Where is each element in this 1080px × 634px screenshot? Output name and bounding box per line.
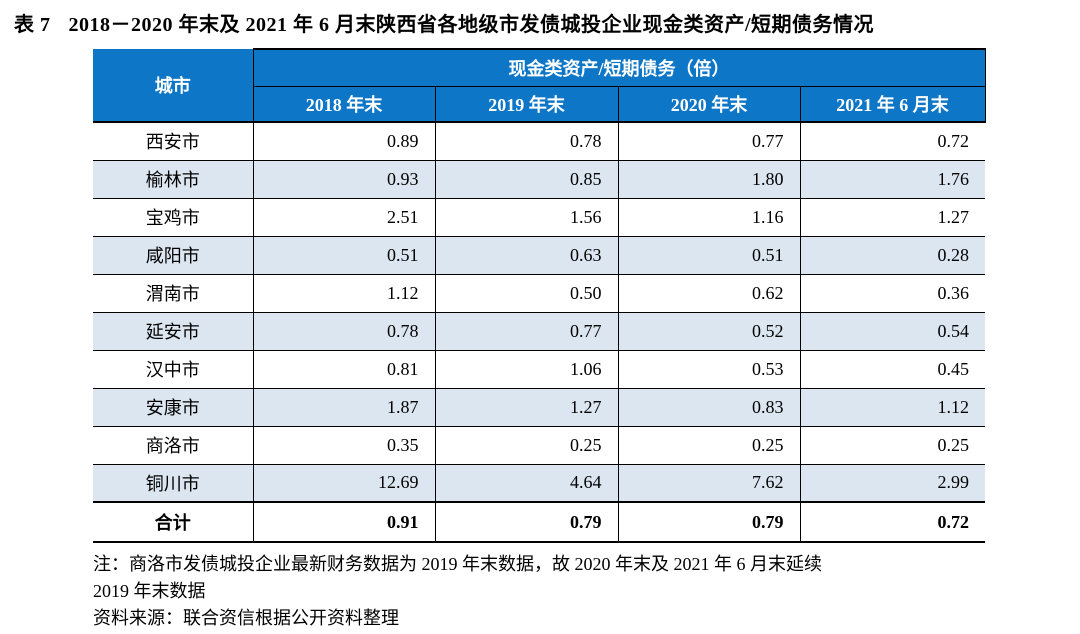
value-cell: 1.56 [435, 198, 619, 237]
value-cell: 0.36 [800, 274, 985, 313]
value-cell: 0.85 [435, 160, 619, 199]
value-cell: 0.72 [800, 122, 985, 161]
total-row: 合计 0.91 0.79 0.79 0.72 [93, 501, 985, 543]
table-footnotes: 注：商洛市发债城投企业最新财务数据为 2019 年末数据，故 2020 年末及 … [93, 551, 993, 632]
value-cell: 0.25 [435, 426, 619, 465]
total-value-cell: 0.79 [435, 501, 619, 543]
city-cell: 宝鸡市 [93, 198, 254, 237]
value-cell: 1.27 [435, 388, 619, 427]
value-cell: 0.51 [253, 236, 436, 275]
note-line-1: 注：商洛市发债城投企业最新财务数据为 2019 年末数据，故 2020 年末及 … [93, 554, 822, 574]
group-header-cell: 现金类资产/短期债务（倍） [253, 48, 986, 87]
data-table-container: 城市 现金类资产/短期债务（倍） 2018 年末 2019 年末 2020 年末… [93, 48, 986, 543]
value-cell: 0.78 [253, 312, 436, 351]
city-cell: 榆林市 [93, 160, 254, 199]
total-value-cell: 0.91 [253, 501, 436, 543]
table-row: 渭南市 1.12 0.50 0.62 0.36 [93, 274, 985, 313]
source-line: 资料来源：联合资信根据公开资料整理 [93, 608, 399, 628]
value-cell: 1.87 [253, 388, 436, 427]
value-cell: 0.35 [253, 426, 436, 465]
value-cell: 0.50 [435, 274, 619, 313]
value-cell: 2.51 [253, 198, 436, 237]
value-cell: 0.53 [618, 350, 801, 389]
corner-header-cell: 城市 [93, 49, 254, 123]
value-cell: 0.25 [618, 426, 801, 465]
city-cell: 渭南市 [93, 274, 254, 313]
value-cell: 0.78 [435, 122, 619, 161]
value-cell: 1.16 [618, 198, 801, 237]
value-cell: 0.62 [618, 274, 801, 313]
value-cell: 1.80 [618, 160, 801, 199]
city-cell: 西安市 [93, 122, 254, 161]
header-row-group: 城市 现金类资产/短期债务（倍） [93, 48, 986, 123]
value-cell: 0.52 [618, 312, 801, 351]
total-value-cell: 0.79 [618, 501, 801, 543]
value-cell: 0.54 [800, 312, 985, 351]
table-row: 咸阳市 0.51 0.63 0.51 0.28 [93, 236, 985, 275]
city-cell: 汉中市 [93, 350, 254, 389]
value-cell: 1.12 [253, 274, 436, 313]
value-cell: 0.93 [253, 160, 436, 199]
table-row: 榆林市 0.93 0.85 1.80 1.76 [93, 160, 985, 199]
note-line-2: 2019 年末数据 [93, 581, 206, 601]
city-cell: 咸阳市 [93, 236, 254, 275]
value-cell: 0.77 [618, 122, 801, 161]
value-cell: 12.69 [253, 464, 436, 503]
value-cell: 1.12 [800, 388, 985, 427]
value-cell: 7.62 [618, 464, 801, 503]
table-row: 安康市 1.87 1.27 0.83 1.12 [93, 388, 985, 427]
value-cell: 0.77 [435, 312, 619, 351]
value-cell: 1.06 [435, 350, 619, 389]
value-cell: 0.81 [253, 350, 436, 389]
value-cell: 0.25 [800, 426, 985, 465]
table-row: 西安市 0.89 0.78 0.77 0.72 [93, 122, 985, 161]
table-row: 铜川市 12.69 4.64 7.62 2.99 [93, 464, 985, 503]
city-cell: 安康市 [93, 388, 254, 427]
data-table: 城市 现金类资产/短期债务（倍） 2018 年末 2019 年末 2020 年末… [93, 48, 986, 543]
city-cell: 延安市 [93, 312, 254, 351]
total-value-cell: 0.72 [800, 501, 985, 543]
value-cell: 0.89 [253, 122, 436, 161]
city-cell: 铜川市 [93, 464, 254, 503]
value-cell: 0.45 [800, 350, 985, 389]
column-header-2020: 2020 年末 [618, 86, 801, 123]
value-cell: 0.51 [618, 236, 801, 275]
city-cell: 商洛市 [93, 426, 254, 465]
table-title-text: 2018－2020 年末及 2021 年 6 月末陕西省各地级市发债城投企业现金… [68, 14, 875, 36]
column-header-2019: 2019 年末 [435, 86, 619, 123]
table-title-number: 表 7 [14, 14, 51, 36]
value-cell: 0.63 [435, 236, 619, 275]
header-row-columns: 2018 年末 2019 年末 2020 年末 2021 年 6 月末 [93, 86, 986, 123]
value-cell: 1.27 [800, 198, 985, 237]
table-row: 汉中市 0.81 1.06 0.53 0.45 [93, 350, 985, 389]
value-cell: 4.64 [435, 464, 619, 503]
value-cell: 0.28 [800, 236, 985, 275]
value-cell: 1.76 [800, 160, 985, 199]
table-row: 商洛市 0.35 0.25 0.25 0.25 [93, 426, 985, 465]
value-cell: 0.83 [618, 388, 801, 427]
column-header-2018: 2018 年末 [253, 86, 436, 123]
table-row: 宝鸡市 2.51 1.56 1.16 1.27 [93, 198, 985, 237]
table-title: 表 7 2018－2020 年末及 2021 年 6 月末陕西省各地级市发债城投企… [14, 8, 874, 37]
value-cell: 2.99 [800, 464, 985, 503]
table-row: 延安市 0.78 0.77 0.52 0.54 [93, 312, 985, 351]
column-header-2021h1: 2021 年 6 月末 [800, 86, 986, 123]
total-label-cell: 合计 [93, 501, 254, 543]
